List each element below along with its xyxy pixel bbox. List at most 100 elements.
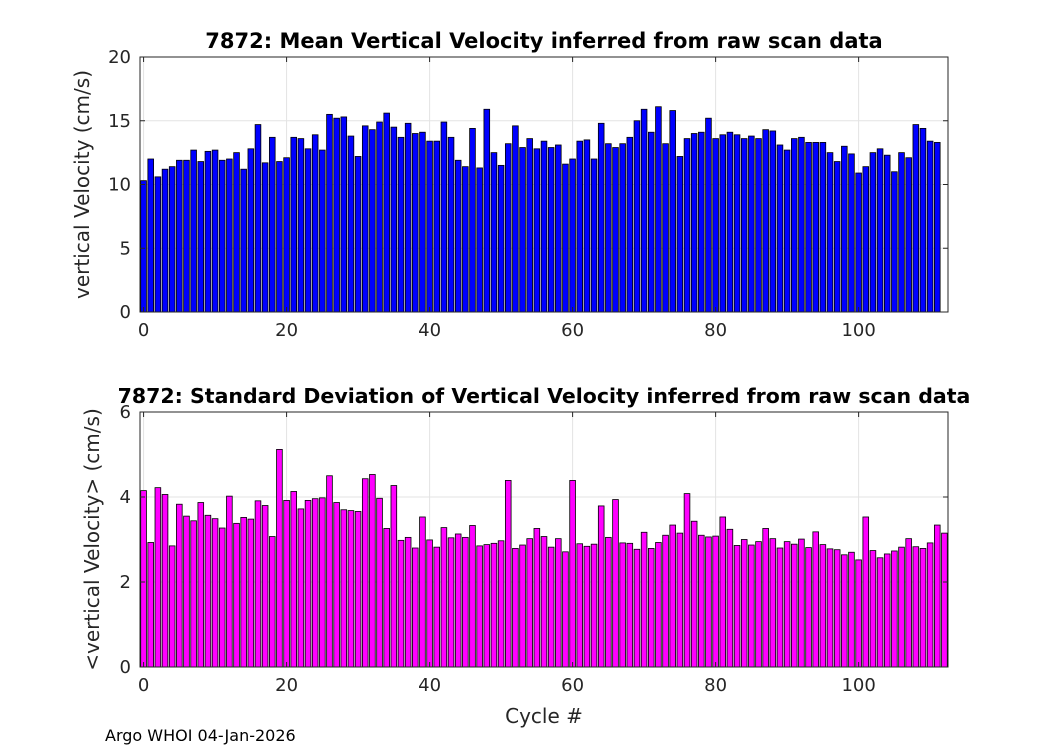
footer-credit: Argo WHOI 04-Jan-2026 [105, 726, 296, 745]
bar [412, 133, 419, 313]
bar [826, 548, 834, 668]
bar [140, 490, 147, 668]
bar [791, 543, 798, 668]
bar [433, 140, 441, 313]
bar [497, 540, 505, 668]
bar [712, 535, 719, 668]
bar [883, 553, 891, 668]
bar [319, 497, 326, 668]
bar [211, 149, 219, 313]
bar [540, 140, 548, 313]
bar [233, 152, 240, 313]
bar [898, 152, 905, 313]
bar [462, 166, 469, 313]
bar [419, 131, 426, 313]
bar [369, 474, 376, 668]
bar [812, 531, 819, 668]
bar [376, 497, 383, 668]
bar [712, 138, 719, 313]
bar [326, 475, 333, 668]
bar [419, 516, 426, 668]
bar [619, 143, 626, 313]
bar [740, 138, 748, 313]
bar [647, 131, 655, 313]
bar [876, 148, 884, 313]
bar [869, 550, 877, 668]
x-tick-label: 100 [841, 320, 875, 341]
bar [919, 127, 927, 313]
bar [655, 542, 662, 668]
bar [283, 157, 290, 313]
bar [776, 144, 784, 313]
bar [218, 159, 226, 313]
bar [590, 158, 598, 313]
bar [304, 148, 312, 313]
bar [440, 121, 448, 313]
bar [476, 545, 483, 668]
bar [340, 509, 348, 668]
bar [240, 168, 247, 313]
bar [512, 125, 519, 313]
bar [397, 539, 405, 668]
bar [705, 117, 712, 313]
bar [876, 557, 884, 668]
bar [819, 544, 827, 668]
bar [798, 136, 805, 313]
bar [783, 541, 791, 668]
axes-box [139, 411, 949, 668]
bar [390, 485, 398, 668]
bar [612, 499, 619, 668]
bar [626, 542, 634, 668]
bar [197, 161, 205, 313]
bar [762, 528, 769, 668]
bar [662, 143, 669, 313]
bar [576, 543, 584, 668]
bar [698, 534, 705, 668]
mean-velocity-plot: 0 20 40 60 80 100 0 5 10 15 20 7872: Mean Vertical … [70, 29, 949, 341]
bar [526, 138, 533, 313]
bar [826, 152, 834, 313]
bar [583, 139, 591, 313]
bar [669, 524, 676, 668]
bar [440, 527, 448, 668]
bar [919, 548, 927, 668]
bar [354, 156, 362, 313]
bar [855, 559, 862, 668]
bar [326, 113, 333, 313]
y-tick-label: 0 [120, 302, 131, 323]
bar [555, 538, 562, 668]
bar [869, 152, 877, 313]
bar [633, 120, 641, 313]
bar [383, 112, 390, 313]
bar [841, 145, 848, 313]
bar [748, 544, 755, 668]
bar [333, 502, 340, 668]
std-velocity-y-label: <vertical Velocity> (cm/s) [80, 408, 104, 671]
bar [891, 171, 898, 313]
bar [783, 149, 791, 313]
bar [576, 140, 584, 313]
bar [555, 144, 562, 313]
x-tick-label: 60 [561, 675, 584, 696]
bar [562, 163, 569, 313]
bar [476, 167, 483, 313]
bar [547, 546, 555, 668]
bar [168, 166, 176, 313]
bar [719, 134, 727, 313]
bar [333, 117, 340, 313]
x-tick-label: 0 [138, 675, 149, 696]
bar [304, 499, 312, 668]
bar [319, 149, 326, 313]
bar [247, 518, 255, 668]
bar [426, 140, 433, 313]
bar [261, 162, 269, 313]
x-tick-label: 20 [275, 675, 298, 696]
bar [698, 131, 705, 313]
bar [640, 531, 648, 668]
bar [297, 508, 305, 668]
bar [862, 166, 870, 313]
bar [519, 544, 526, 668]
bar [805, 547, 812, 668]
bar [204, 514, 212, 668]
